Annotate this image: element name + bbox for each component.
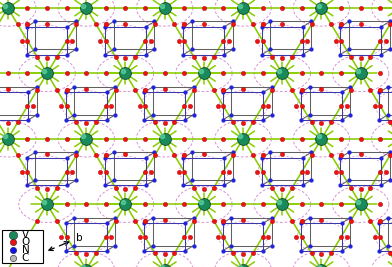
Text: c: c xyxy=(36,249,42,259)
Text: N: N xyxy=(22,245,29,255)
Text: V: V xyxy=(22,230,29,240)
Text: C: C xyxy=(22,253,29,263)
Text: O: O xyxy=(22,237,30,248)
FancyBboxPatch shape xyxy=(2,230,43,263)
Text: b: b xyxy=(76,233,83,244)
